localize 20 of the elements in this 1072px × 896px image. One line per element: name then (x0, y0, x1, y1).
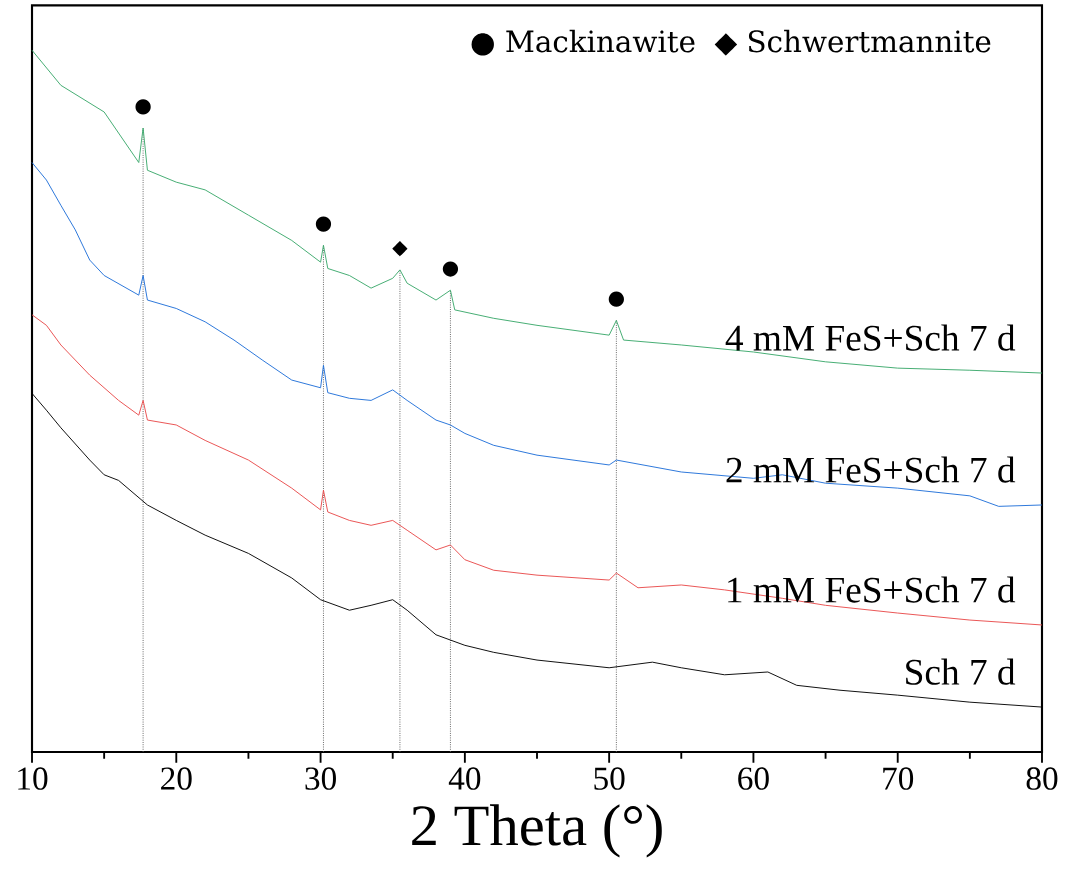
x-tick-label: 50 (594, 767, 625, 790)
x-tick-label: 10 (18, 767, 48, 790)
annotation: ◆ Schwertmannite (714, 29, 991, 56)
x-tick-label: 70 (883, 767, 914, 790)
x-tick-label: 20 (161, 767, 192, 790)
x-axis-title: 2 Theta (°) (412, 804, 662, 858)
annotation: ◆ (392, 240, 408, 257)
annotation: ● (442, 261, 459, 277)
annotation: ● Mackinawite (471, 29, 695, 56)
x-tick-label: 30 (305, 767, 336, 790)
series-label: 4 mM FeS+Sch 7 d (725, 324, 1016, 351)
x-tick-label: 60 (738, 767, 769, 790)
series-label: 1 mM FeS+Sch 7 d (728, 576, 1016, 603)
x-tick-label: 80 (1026, 767, 1058, 790)
annotation: ● (315, 216, 332, 232)
x-tick-label: 40 (448, 767, 481, 790)
series-label: Sch 7 d (906, 658, 1016, 685)
series-label: 2 mM FeS+Sch 7 d (726, 456, 1016, 483)
annotation: ● (608, 291, 624, 307)
annotation: ● (135, 99, 151, 115)
